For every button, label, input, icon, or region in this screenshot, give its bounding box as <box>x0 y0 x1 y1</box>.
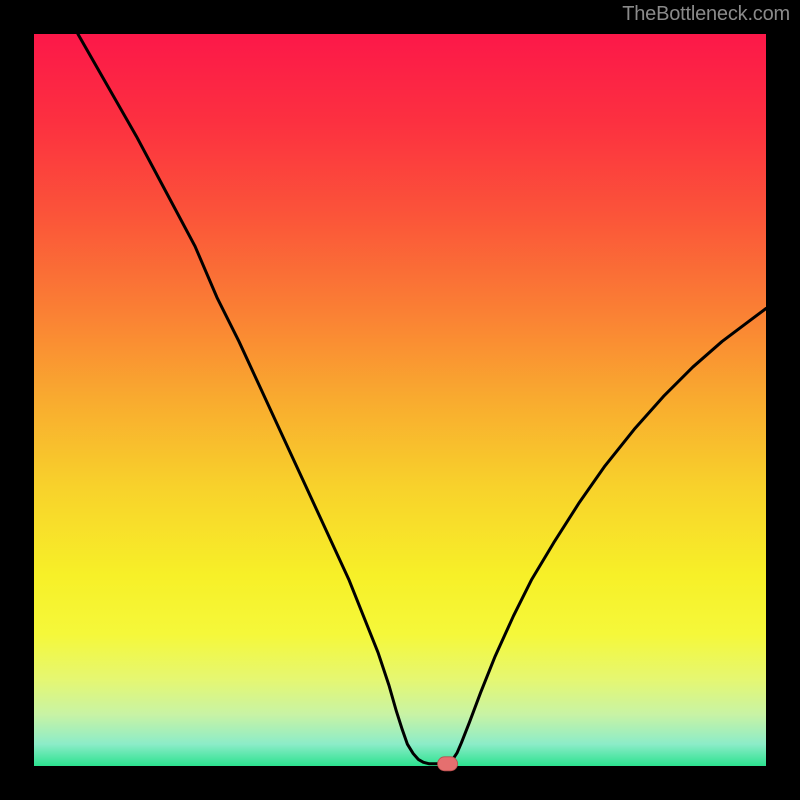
chart-svg <box>0 0 800 800</box>
minimum-marker <box>438 757 458 771</box>
plot-background <box>34 34 766 766</box>
watermark-text: TheBottleneck.com <box>622 3 790 26</box>
bottleneck-chart: TheBottleneck.com <box>0 0 800 800</box>
